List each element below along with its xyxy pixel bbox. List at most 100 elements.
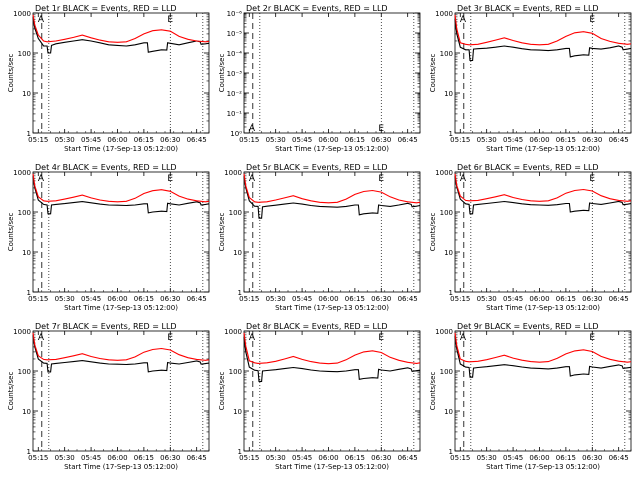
panel-6-xtick-label: 06:00: [529, 295, 549, 303]
panel-6-series-events: [454, 175, 632, 215]
panel-6-ytick-label: 100: [440, 209, 453, 217]
panel-9-series-events: [454, 335, 632, 378]
panel-5-ytick-label: 1000: [224, 169, 242, 177]
panel-4-xtick-label: 06:30: [160, 295, 180, 303]
panel-2-xtick-label: 05:15: [239, 136, 259, 144]
panel-7-marker-E: E: [167, 333, 173, 343]
panel-1-ylabel: Counts/sec: [7, 54, 15, 93]
panel-3-series-lld: [454, 14, 632, 46]
panel-8-ylabel: Counts/sec: [218, 372, 226, 411]
panel-2-xtick-label: 06:30: [371, 136, 391, 144]
panel-7-series-lld: [32, 332, 210, 361]
panel-3-xtick-label: 06:30: [582, 136, 602, 144]
panel-5-xlabel: Start Time (17-Sep-13 05:12:00): [275, 304, 389, 312]
panel-7-ytick-label: 1000: [13, 328, 31, 336]
panel-9-marker-E: E: [589, 333, 595, 343]
panel-2-xtick-label: 06:00: [318, 136, 338, 144]
panel-2-marker-A: A: [249, 124, 256, 134]
panel-3-ytick-label: 1000: [435, 10, 453, 18]
panel-7-ylabel: Counts/sec: [7, 372, 15, 411]
panel-1-xtick-label: 06:45: [187, 136, 207, 144]
panel-6-series-lld: [454, 173, 632, 202]
panel-4-ytick-label: 1: [27, 289, 31, 297]
panel-5-xtick-label: 05:30: [266, 295, 286, 303]
panel-3-xtick-label: 05:30: [477, 136, 497, 144]
panel-9-xtick-label: 05:15: [450, 454, 470, 462]
panel-8-title: Det 8r BLACK = Events, RED = LLD: [246, 322, 388, 331]
panel-8-xlabel: Start Time (17-Sep-13 05:12:00): [275, 463, 389, 471]
panel-4-marker-E: E: [167, 174, 173, 184]
panel-7-xtick-label: 05:45: [81, 454, 101, 462]
panel-3-marker-A: A: [460, 15, 467, 25]
panel-2-xlabel: Start Time (17-Sep-13 05:12:00): [275, 145, 389, 153]
panel-1-series-events: [32, 16, 210, 54]
panel-6-marker-E: E: [589, 174, 595, 184]
panel-7-ytick-label: 100: [18, 368, 31, 376]
panel-3-ytick-label: 100: [440, 50, 453, 58]
panel-7-xtick-label: 06:45: [187, 454, 207, 462]
panel-1-ytick-label: 10: [22, 90, 31, 98]
panel-5-marker-E: E: [378, 174, 384, 184]
panel-5-xtick-label: 05:45: [292, 295, 312, 303]
panel-4-ytick-label: 1000: [13, 169, 31, 177]
panel-6-xtick-label: 06:15: [556, 295, 576, 303]
panel-8-ytick-label: 10: [233, 408, 242, 416]
panel-9-frame: [454, 330, 632, 452]
panel-6-ytick-label: 1000: [435, 169, 453, 177]
panel-3-xtick-label: 06:00: [529, 136, 549, 144]
panel-5-ylabel: Counts/sec: [218, 213, 226, 252]
panel-2-ytick-label: 10⁻⁶: [227, 10, 243, 18]
panel-1-xtick-label: 05:30: [55, 136, 75, 144]
panel-7-xtick-label: 06:30: [160, 454, 180, 462]
panel-9-xtick-label: 06:15: [556, 454, 576, 462]
panel-1-xtick-label: 06:30: [160, 136, 180, 144]
panel-9-ytick-label: 100: [440, 368, 453, 376]
panel-2-ytick-label: 10⁻⁴: [227, 50, 243, 58]
panel-5-xtick-label: 06:00: [318, 295, 338, 303]
panel-4-xtick-label: 06:00: [107, 295, 127, 303]
panel-3-ytick-label: 10: [444, 90, 453, 98]
panel-1-frame: [32, 12, 210, 134]
panel-7-marker-A: A: [38, 333, 45, 343]
panel-6-ytick-label: 1: [449, 289, 453, 297]
panel-6-frame: [454, 171, 632, 293]
panel-2-xtick-label: 05:30: [266, 136, 286, 144]
panel-9-ytick-label: 1: [449, 448, 453, 456]
panel-4-xtick-label: 06:15: [134, 295, 154, 303]
panel-8-xtick-label: 05:30: [266, 454, 286, 462]
panel-7-xlabel: Start Time (17-Sep-13 05:12:00): [64, 463, 178, 471]
panel-1-title: Det 1r BLACK = Events, RED = LLD: [35, 4, 177, 13]
panel-6-title: Det 6r BLACK = Events, RED = LLD: [457, 163, 599, 172]
panel-8-marker-E: E: [378, 333, 384, 343]
panel-2-marker-E: E: [378, 124, 384, 134]
panel-2-xtick-label: 06:15: [345, 136, 365, 144]
panel-5-ytick-label: 100: [229, 209, 242, 217]
panel-5-title: Det 5r BLACK = Events, RED = LLD: [246, 163, 388, 172]
panel-3-title: Det 3r BLACK = Events, RED = LLD: [457, 4, 599, 13]
panel-1-ytick-label: 1000: [13, 10, 31, 18]
panel-9-xlabel: Start Time (17-Sep-13 05:12:00): [486, 463, 600, 471]
panel-8-frame: [243, 330, 421, 452]
panel-5-series-lld: [243, 173, 421, 204]
panel-4-frame: [32, 171, 210, 293]
panel-2-ytick-label: 10⁰: [230, 130, 242, 138]
panel-6-xtick-label: 05:45: [503, 295, 523, 303]
panel-1-series-lld: [32, 14, 210, 43]
panel-1-ytick-label: 1: [27, 130, 31, 138]
panel-5-xtick-label: 05:15: [239, 295, 259, 303]
panel-1-xtick-label: 06:15: [134, 136, 154, 144]
panel-3-xlabel: Start Time (17-Sep-13 05:12:00): [486, 145, 600, 153]
panel-9-ytick-label: 10: [444, 408, 453, 416]
panel-6-xtick-label: 06:30: [582, 295, 602, 303]
panel-8-xtick-label: 05:45: [292, 454, 312, 462]
panel-6-xtick-label: 05:30: [477, 295, 497, 303]
panel-4-title: Det 4r BLACK = Events, RED = LLD: [35, 163, 177, 172]
panel-3-xtick-label: 05:15: [450, 136, 470, 144]
panel-5-xtick-label: 06:30: [371, 295, 391, 303]
panel-1-xtick-label: 06:00: [107, 136, 127, 144]
panel-8-xtick-label: 06:15: [345, 454, 365, 462]
panel-1-xtick-label: 05:45: [81, 136, 101, 144]
panel-9-xtick-label: 05:30: [477, 454, 497, 462]
